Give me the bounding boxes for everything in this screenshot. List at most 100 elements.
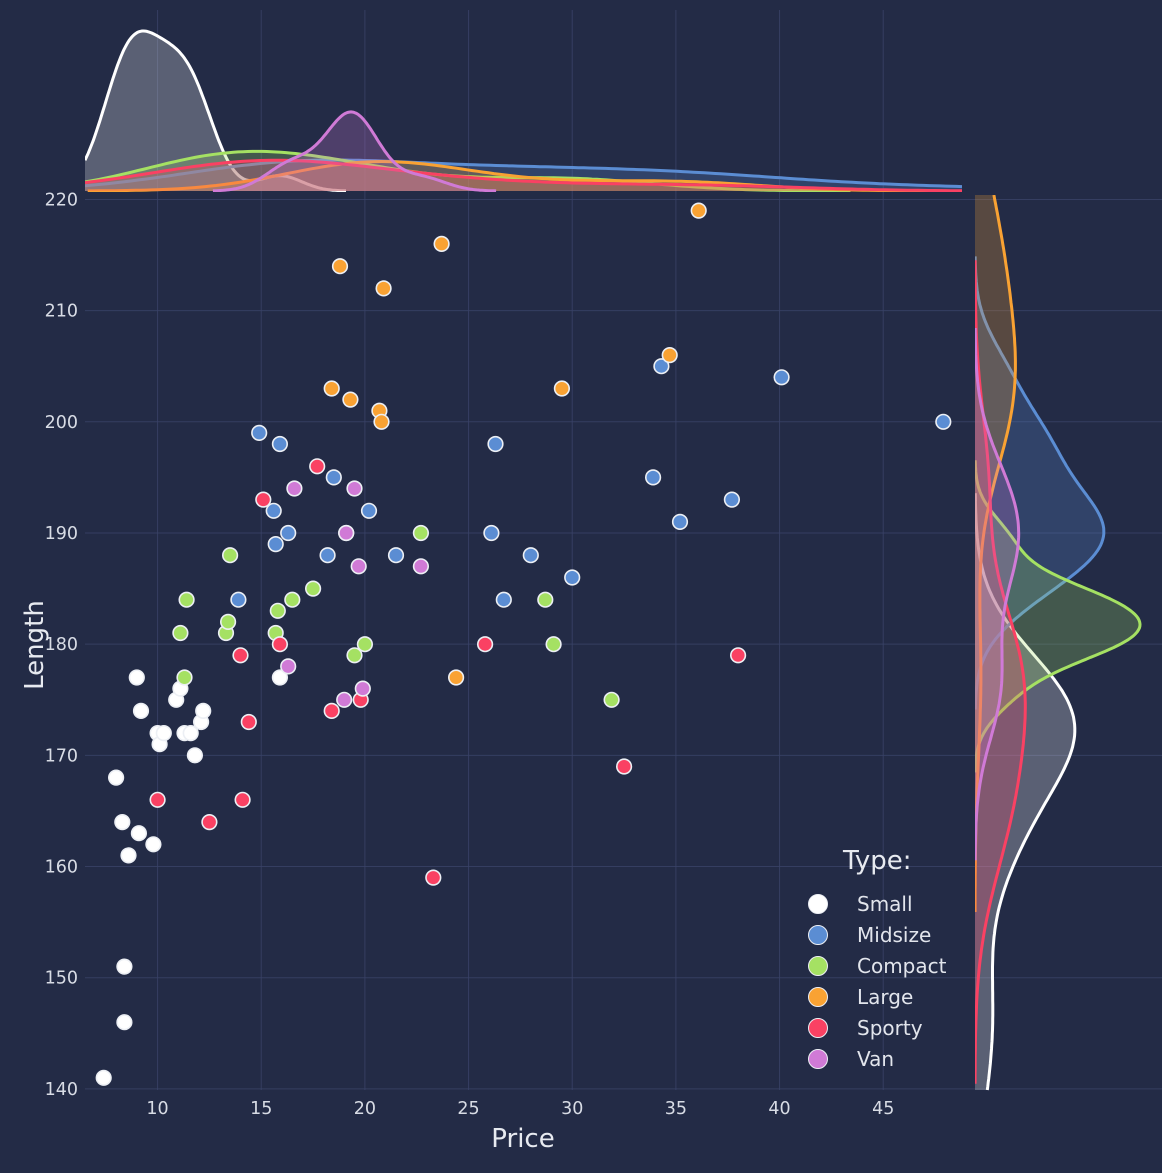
point-van: [336, 691, 353, 708]
kde-top-line-midsize: [85, 158, 962, 189]
point-compact: [172, 624, 189, 642]
legend-swatch-small: [808, 893, 828, 914]
legend-label-compact: Compact: [857, 953, 947, 978]
point-compact: [537, 591, 554, 608]
point-midsize: [265, 502, 282, 519]
y-axis-title: Length: [20, 600, 50, 690]
point-small: [195, 702, 212, 720]
marginal-kde-right: [975, 195, 1142, 1091]
point-van: [280, 658, 297, 675]
x-axis-title: Price: [491, 1124, 554, 1154]
point-compact: [545, 636, 562, 653]
scatter-points: [95, 202, 952, 1086]
point-small: [182, 724, 199, 742]
x-tick-15: 15: [250, 1099, 272, 1119]
x-tick-40: 40: [768, 1099, 790, 1119]
kde-top-line-van: [212, 110, 497, 192]
point-compact: [176, 669, 193, 686]
point-small: [116, 1014, 133, 1031]
y-tick-190: 190: [45, 524, 78, 544]
legend-label-van: Van: [857, 1046, 895, 1071]
x-tick-25: 25: [457, 1099, 479, 1119]
point-large: [373, 413, 390, 430]
x-tick-10: 10: [146, 1099, 168, 1119]
point-small: [132, 702, 150, 720]
x-axis-tick-labels: 10 15 20 25 30 35 40 45: [146, 1099, 894, 1119]
point-sporty: [232, 647, 249, 664]
point-small: [130, 825, 147, 842]
point-sporty: [201, 813, 218, 831]
point-sporty: [323, 702, 340, 720]
point-midsize: [325, 469, 342, 486]
point-compact: [284, 591, 301, 608]
kde-right-line-small: [975, 493, 1077, 1091]
kde-right-fill-van: [975, 328, 1019, 861]
kde-top-fill-sporty: [85, 160, 962, 191]
point-van: [350, 558, 367, 575]
point-midsize: [495, 591, 512, 608]
point-midsize: [723, 491, 741, 508]
point-midsize: [773, 369, 790, 386]
point-midsize: [280, 524, 297, 542]
point-small: [271, 669, 289, 686]
point-midsize: [564, 569, 581, 586]
kde-right-fill-compact: [975, 460, 1140, 773]
point-large: [433, 235, 450, 252]
point-compact: [412, 524, 430, 542]
legend-item-large: Large: [806, 981, 976, 1012]
legend-label-small: Small: [857, 891, 913, 916]
legend-item-small: Small: [806, 888, 976, 919]
legend-swatch-midsize: [808, 924, 828, 945]
point-van: [286, 480, 303, 497]
point-midsize: [267, 535, 284, 553]
point-van: [346, 480, 363, 497]
x-tick-30: 30: [561, 1099, 583, 1119]
kde-right-line-large: [975, 195, 1017, 912]
point-compact: [305, 580, 322, 597]
point-sporty: [255, 491, 272, 508]
point-compact: [346, 647, 363, 664]
point-large: [448, 669, 465, 686]
point-compact: [222, 547, 239, 564]
legend-item-sporty: Sporty: [806, 1012, 976, 1043]
point-midsize: [271, 435, 289, 453]
kde-top-fill-small: [85, 31, 346, 191]
point-sporty: [309, 458, 326, 475]
y-tick-170: 170: [45, 746, 78, 766]
point-sporty: [425, 869, 442, 886]
point-sporty: [729, 647, 747, 664]
y-tick-220: 220: [45, 190, 78, 210]
point-sporty: [149, 791, 166, 808]
legend-label-large: Large: [857, 984, 914, 1009]
point-midsize: [230, 591, 247, 608]
kde-right-fill-large: [975, 195, 1016, 912]
kde-top-line-sporty: [85, 158, 962, 192]
point-sporty: [615, 758, 633, 775]
x-tick-45: 45: [872, 1099, 894, 1119]
legend-swatch-compact: [808, 955, 828, 976]
point-van: [412, 558, 430, 575]
point-midsize: [522, 547, 539, 564]
kde-right-line-van: [975, 328, 1021, 861]
point-midsize: [644, 469, 662, 486]
legend-swatch-sporty: [808, 1017, 828, 1038]
point-small: [114, 813, 131, 831]
point-sporty: [234, 791, 251, 808]
point-midsize: [319, 547, 336, 564]
point-large: [690, 202, 707, 219]
legend-items: Small Midsize Compact Large Sporty Van: [806, 888, 976, 1074]
point-compact: [603, 691, 620, 708]
point-sporty: [271, 636, 289, 653]
y-axis-tick-labels: 140 150 160 170 180 190 200 210 220: [45, 190, 78, 1099]
point-midsize: [387, 547, 405, 564]
marginal-kde-top: [85, 29, 962, 192]
point-large: [342, 391, 359, 408]
legend: Type: Small Midsize Compact Large Sporty Van: [806, 845, 976, 1074]
point-small: [107, 769, 125, 786]
point-midsize: [483, 524, 500, 542]
point-sporty: [240, 713, 257, 731]
point-midsize: [487, 435, 504, 453]
point-midsize: [935, 413, 952, 430]
